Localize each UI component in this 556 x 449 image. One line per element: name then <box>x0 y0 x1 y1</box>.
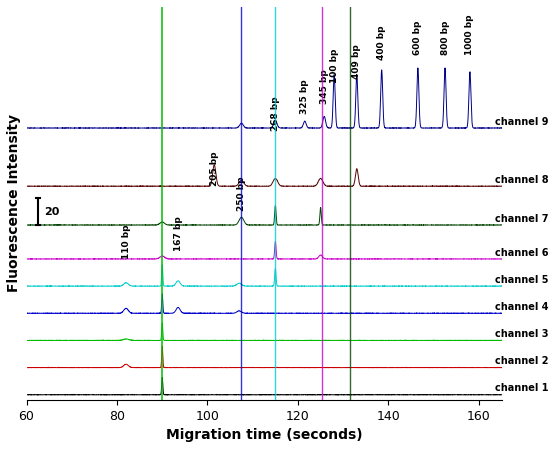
Text: 250 bp: 250 bp <box>237 176 246 211</box>
Text: 325 bp: 325 bp <box>300 79 309 114</box>
Text: 110 bp: 110 bp <box>122 224 131 259</box>
Y-axis label: Fluorescence Intensity: Fluorescence Intensity <box>7 114 21 292</box>
X-axis label: Migration time (seconds): Migration time (seconds) <box>166 428 363 442</box>
Text: 400 bp: 400 bp <box>377 26 386 60</box>
Text: 409 bp: 409 bp <box>353 44 361 79</box>
Text: 1000 bp: 1000 bp <box>465 15 474 55</box>
Text: channel 3: channel 3 <box>495 329 548 339</box>
Text: 20: 20 <box>44 207 60 216</box>
Text: 100 bp: 100 bp <box>330 48 339 83</box>
Text: 167 bp: 167 bp <box>173 216 182 251</box>
Text: 205 bp: 205 bp <box>210 152 219 186</box>
Text: channel 7: channel 7 <box>495 214 548 224</box>
Text: channel 2: channel 2 <box>495 357 548 366</box>
Text: channel 9: channel 9 <box>495 117 548 127</box>
Text: channel 6: channel 6 <box>495 248 548 258</box>
Text: channel 1: channel 1 <box>495 383 548 393</box>
Text: channel 5: channel 5 <box>495 275 548 285</box>
Text: 345 bp: 345 bp <box>320 69 329 104</box>
Text: channel 4: channel 4 <box>495 302 548 312</box>
Text: 600 bp: 600 bp <box>413 21 423 55</box>
Text: 800 bp: 800 bp <box>440 21 450 55</box>
Text: channel 8: channel 8 <box>495 175 548 185</box>
Text: 268 bp: 268 bp <box>271 97 280 131</box>
